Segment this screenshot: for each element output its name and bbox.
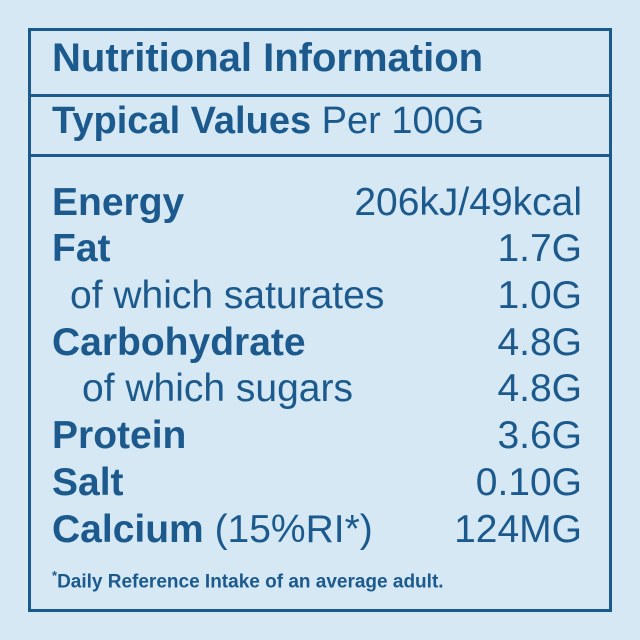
nutrient-value: 3.6G bbox=[497, 414, 582, 457]
nutrient-label: Salt bbox=[52, 461, 124, 504]
nutrient-label: Fat bbox=[52, 227, 111, 270]
nutrient-value: 0.10G bbox=[475, 461, 582, 504]
nutrient-value: 1.0G bbox=[497, 274, 582, 317]
nutrient-value: 206kJ/49kcal bbox=[354, 181, 582, 224]
nutrient-label: of which saturates bbox=[70, 274, 385, 317]
divider bbox=[28, 154, 612, 157]
nutrient-label-group: Calcium (15%RI*) bbox=[52, 507, 373, 553]
nutrient-row: Protein 3.6G bbox=[52, 413, 582, 459]
footnote-mark: * bbox=[52, 568, 58, 583]
footnote: *Daily Reference Intake of an average ad… bbox=[52, 568, 444, 593]
nutrient-note: (15%RI*) bbox=[214, 508, 373, 551]
nutrient-label: Carbohydrate bbox=[52, 321, 306, 364]
nutrient-label: Calcium bbox=[52, 508, 204, 551]
nutrient-value: 124MG bbox=[454, 508, 582, 551]
subtitle-bold: Typical Values bbox=[52, 100, 312, 142]
nutrient-value: 4.8G bbox=[497, 321, 582, 364]
nutrient-row: of which saturates 1.0G bbox=[52, 273, 582, 319]
nutrient-row: Salt 0.10G bbox=[52, 460, 582, 506]
title: Nutritional Information bbox=[52, 36, 484, 80]
nutrient-row: of which sugars 4.8G bbox=[52, 366, 582, 412]
label-border bbox=[28, 28, 612, 612]
nutrient-row: Fat 1.7G bbox=[52, 226, 582, 272]
footnote-text: Daily Reference Intake of an average adu… bbox=[57, 571, 444, 593]
nutrient-label: of which sugars bbox=[82, 367, 353, 410]
nutrient-row: Calcium (15%RI*) 124MG bbox=[52, 507, 582, 553]
nutrient-value: 4.8G bbox=[497, 367, 582, 410]
divider bbox=[28, 94, 612, 97]
nutrient-row: Carbohydrate 4.8G bbox=[52, 320, 582, 366]
nutrient-value: 1.7G bbox=[497, 227, 582, 270]
subtitle-rest: Per 100G bbox=[321, 100, 485, 142]
nutrient-row: Energy 206kJ/49kcal bbox=[52, 180, 582, 226]
nutrient-label: Protein bbox=[52, 414, 187, 457]
subtitle: Typical Values Per 100G bbox=[52, 100, 484, 143]
nutrient-label: Energy bbox=[52, 181, 185, 224]
